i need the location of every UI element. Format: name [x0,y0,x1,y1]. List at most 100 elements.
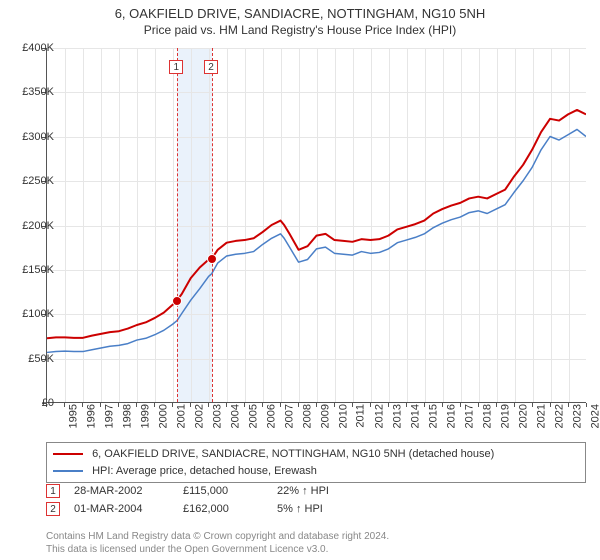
xtick [262,403,263,407]
x-axis-label: 2007 [283,404,295,428]
y-axis-label: £0 [10,397,54,409]
xtick [460,403,461,407]
x-axis-label: 2022 [553,404,565,428]
chart-title: 6, OAKFIELD DRIVE, SANDIACRE, NOTTINGHAM… [0,0,600,21]
xtick [316,403,317,407]
x-axis-label: 2017 [463,404,475,428]
sale-date: 28-MAR-2002 [74,485,169,497]
plot-wrap [46,48,586,403]
footer-line: This data is licensed under the Open Gov… [46,544,389,557]
sale-pct: 5% ↑ HPI [277,503,377,515]
xtick [478,403,479,407]
x-axis-label: 1998 [121,404,133,428]
sale-price: £162,000 [183,503,263,515]
x-axis-label: 2024 [589,404,600,428]
sale-date: 01-MAR-2004 [74,503,169,515]
xtick [244,403,245,407]
xtick [550,403,551,407]
legend-swatch-hpi [53,470,83,472]
footer-line: Contains HM Land Registry data © Crown c… [46,531,389,544]
x-axis-label: 2010 [337,404,349,428]
sale-badge: 2 [46,502,60,516]
x-axis-label: 2023 [571,404,583,428]
y-axis-label: £200K [10,220,54,232]
sale-pct: 22% ↑ HPI [277,485,377,497]
xtick [442,403,443,407]
y-axis-label: £250K [10,175,54,187]
series-line-property [47,110,586,338]
xtick [532,403,533,407]
xtick [118,403,119,407]
y-axis-label: £300K [10,131,54,143]
y-axis-label: £150K [10,264,54,276]
x-axis-label: 2012 [373,404,385,428]
xtick [172,403,173,407]
xtick [568,403,569,407]
xtick [514,403,515,407]
x-axis-label: 1999 [139,404,151,428]
sale-rows: 1 28-MAR-2002 £115,000 22% ↑ HPI 2 01-MA… [46,484,377,520]
xtick [334,403,335,407]
x-axis-label: 1997 [103,404,115,428]
xtick [388,403,389,407]
xtick [82,403,83,407]
xtick [298,403,299,407]
legend-swatch-property [53,453,83,455]
x-axis-label: 2008 [301,404,313,428]
legend-label-property: 6, OAKFIELD DRIVE, SANDIACRE, NOTTINGHAM… [92,448,494,460]
chart-container: 6, OAKFIELD DRIVE, SANDIACRE, NOTTINGHAM… [0,0,600,560]
x-axis-label: 2011 [355,404,367,428]
x-axis-label: 1995 [67,404,79,428]
xtick [100,403,101,407]
x-axis-label: 2002 [193,404,205,428]
y-axis-label: £350K [10,86,54,98]
xtick [586,403,587,407]
series-line-hpi [47,129,586,352]
sale-marker-badge: 1 [169,60,183,74]
plot-area [46,48,586,403]
xtick [370,403,371,407]
y-axis-label: £400K [10,42,54,54]
x-axis-label: 2005 [247,404,259,428]
sale-marker-badge: 2 [204,60,218,74]
sale-row: 2 01-MAR-2004 £162,000 5% ↑ HPI [46,502,377,516]
x-axis-label: 2019 [499,404,511,428]
x-axis-label: 2016 [445,404,457,428]
xtick [424,403,425,407]
xtick [280,403,281,407]
legend-item-hpi: HPI: Average price, detached house, Erew… [53,463,579,480]
x-axis-label: 2004 [229,404,241,428]
sale-row: 1 28-MAR-2002 £115,000 22% ↑ HPI [46,484,377,498]
x-axis-label: 2000 [157,404,169,428]
legend-item-property: 6, OAKFIELD DRIVE, SANDIACRE, NOTTINGHAM… [53,446,579,463]
x-axis-label: 2021 [535,404,547,428]
xtick [190,403,191,407]
x-axis-label: 2018 [481,404,493,428]
x-axis-label: 2013 [391,404,403,428]
data-point-marker [207,254,217,264]
x-axis-label: 2014 [409,404,421,428]
legend-label-hpi: HPI: Average price, detached house, Erew… [92,465,317,477]
legend-box: 6, OAKFIELD DRIVE, SANDIACRE, NOTTINGHAM… [46,442,586,483]
xtick [496,403,497,407]
xtick [208,403,209,407]
x-axis-label: 2001 [175,404,187,428]
xtick [136,403,137,407]
x-axis-label: 2003 [211,404,223,428]
xtick [154,403,155,407]
xtick [64,403,65,407]
xtick [226,403,227,407]
data-point-marker [172,296,182,306]
x-axis-label: 1996 [85,404,97,428]
sale-badge: 1 [46,484,60,498]
xtick [406,403,407,407]
sale-price: £115,000 [183,485,263,497]
footer-attribution: Contains HM Land Registry data © Crown c… [46,531,389,556]
xtick [352,403,353,407]
x-axis-label: 2015 [427,404,439,428]
x-axis-label: 2009 [319,404,331,428]
y-axis-label: £100K [10,308,54,320]
y-axis-label: £50K [10,353,54,365]
sale-marker-line [177,48,178,402]
series-svg [47,48,586,402]
